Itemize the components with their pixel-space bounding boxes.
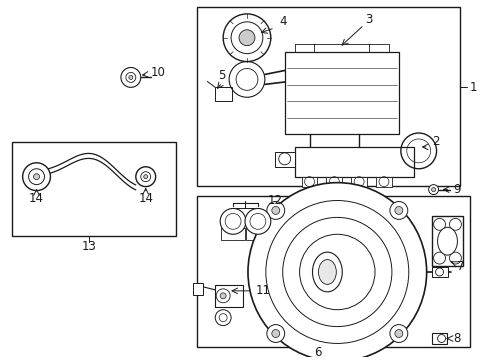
Circle shape xyxy=(394,207,402,215)
Bar xyxy=(197,195,469,347)
Circle shape xyxy=(220,208,245,234)
Text: 12: 12 xyxy=(267,194,282,207)
Circle shape xyxy=(266,202,284,219)
Circle shape xyxy=(266,325,284,342)
Bar xyxy=(431,216,463,266)
Bar xyxy=(215,87,232,101)
Bar xyxy=(431,267,447,277)
Bar xyxy=(221,228,244,240)
Text: 8: 8 xyxy=(453,332,460,345)
Text: 3: 3 xyxy=(365,13,372,26)
Bar xyxy=(431,333,447,345)
Ellipse shape xyxy=(318,260,336,284)
Circle shape xyxy=(244,208,270,234)
Bar xyxy=(245,228,269,240)
Text: 14: 14 xyxy=(138,192,153,205)
Bar xyxy=(193,283,203,295)
Circle shape xyxy=(216,289,230,303)
Circle shape xyxy=(271,207,279,215)
Circle shape xyxy=(239,30,254,46)
Text: 14: 14 xyxy=(29,192,44,205)
Bar xyxy=(375,177,391,186)
Text: 5: 5 xyxy=(218,69,225,82)
Text: 13: 13 xyxy=(81,240,97,253)
Circle shape xyxy=(389,325,407,342)
Text: 11: 11 xyxy=(255,284,270,297)
Circle shape xyxy=(389,202,407,219)
Circle shape xyxy=(220,293,225,299)
Bar xyxy=(284,51,398,134)
Ellipse shape xyxy=(312,252,342,292)
Ellipse shape xyxy=(437,227,456,255)
Bar xyxy=(12,142,175,236)
Bar xyxy=(350,177,366,186)
Text: 9: 9 xyxy=(453,183,460,196)
Circle shape xyxy=(271,329,279,337)
Circle shape xyxy=(215,310,231,325)
Text: 2: 2 xyxy=(431,135,438,148)
Circle shape xyxy=(129,76,133,80)
Bar xyxy=(274,152,294,167)
Circle shape xyxy=(428,185,438,194)
Circle shape xyxy=(247,183,426,360)
Text: 6: 6 xyxy=(313,346,321,359)
Circle shape xyxy=(136,167,155,186)
Text: 4: 4 xyxy=(278,15,286,28)
Circle shape xyxy=(431,188,435,192)
Circle shape xyxy=(22,163,50,190)
Bar xyxy=(197,7,460,186)
Bar xyxy=(325,177,342,186)
Text: 1: 1 xyxy=(468,81,476,94)
Circle shape xyxy=(394,329,402,337)
Text: 10: 10 xyxy=(150,66,165,79)
Bar xyxy=(294,147,413,177)
Circle shape xyxy=(143,175,147,179)
Bar xyxy=(301,177,317,186)
Text: 7: 7 xyxy=(456,260,463,273)
Bar xyxy=(215,285,243,307)
Circle shape xyxy=(121,67,141,87)
Circle shape xyxy=(34,174,40,180)
